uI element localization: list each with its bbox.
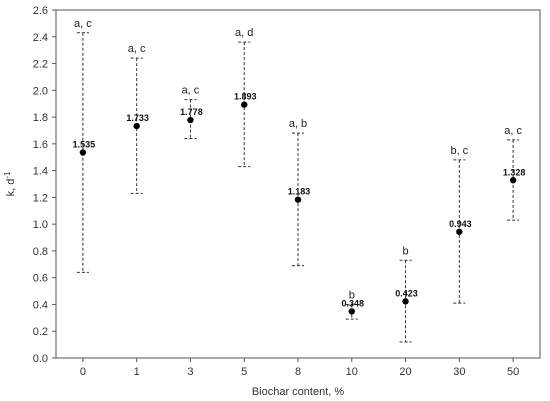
y-tick-label-8: 1.6 bbox=[33, 139, 48, 151]
data-labels: 1.535 a, c 1.733 a, c 1.778 a, c 1.893 a, d 1.18… bbox=[73, 18, 526, 309]
x-tick-label-8: 50 bbox=[507, 366, 519, 378]
data-point-8 bbox=[509, 177, 517, 184]
group-letter-2: a, c bbox=[182, 85, 200, 97]
group-letter-3: a, d bbox=[235, 27, 253, 39]
group-letter-4: a, b bbox=[289, 118, 307, 130]
group-letter-5: b bbox=[349, 289, 355, 301]
x-tick-label-4: 8 bbox=[295, 366, 301, 378]
data-point-0 bbox=[79, 149, 87, 156]
x-tick-label-5: 10 bbox=[346, 366, 358, 378]
value-label-3: 1.893 bbox=[234, 92, 257, 102]
value-label-6: 0.423 bbox=[395, 288, 418, 298]
y-axis: 0.0 0.2 0.4 0.6 0.8 1.0 1.2 1.4 1.6 1.8 2.0 2.2 2.4 2… bbox=[33, 5, 56, 365]
y-tick-label-5: 1.0 bbox=[33, 219, 48, 231]
y-axis-label: k, d-1 bbox=[3, 171, 17, 196]
y-tick-label-2: 0.4 bbox=[33, 299, 48, 311]
data-points bbox=[79, 101, 517, 315]
x-tick-label-1: 1 bbox=[134, 366, 140, 378]
value-label-0: 1.535 bbox=[73, 140, 96, 150]
y-tick-label-10: 2.0 bbox=[33, 85, 48, 97]
x-tick-label-2: 3 bbox=[187, 366, 193, 378]
data-point-3 bbox=[241, 101, 248, 108]
group-letter-0: a, c bbox=[74, 18, 92, 30]
y-axis-label-sup: -1 bbox=[3, 171, 12, 179]
y-tick-label-3: 0.6 bbox=[33, 273, 48, 285]
group-letter-6: b bbox=[402, 245, 408, 257]
value-label-4: 1.183 bbox=[288, 187, 311, 197]
y-tick-label-7: 1.4 bbox=[33, 166, 48, 178]
value-label-8: 1.328 bbox=[503, 167, 526, 177]
data-point-4 bbox=[294, 196, 302, 203]
x-axis: 0 1 3 5 8 10 20 30 50 bbox=[80, 358, 519, 378]
data-point-5 bbox=[348, 308, 355, 315]
data-point-6 bbox=[402, 298, 409, 305]
y-tick-label-9: 1.8 bbox=[33, 112, 48, 124]
y-tick-label-12: 2.4 bbox=[33, 32, 48, 44]
x-tick-label-0: 0 bbox=[80, 366, 86, 378]
data-point-1 bbox=[133, 122, 140, 130]
y-tick-label-1: 0.2 bbox=[33, 326, 48, 338]
x-tick-label-7: 30 bbox=[453, 366, 465, 378]
x-tick-label-3: 5 bbox=[241, 366, 247, 378]
group-letter-7: b, c bbox=[450, 145, 468, 157]
group-letter-8: a, c bbox=[504, 125, 522, 137]
x-axis-label: Biochar content, % bbox=[252, 386, 345, 398]
group-letter-1: a, c bbox=[128, 43, 146, 55]
data-point-2 bbox=[187, 116, 194, 124]
value-label-2: 1.778 bbox=[180, 107, 203, 117]
y-tick-label-6: 1.2 bbox=[33, 192, 48, 204]
x-tick-label-6: 20 bbox=[399, 366, 411, 378]
y-tick-label-11: 2.2 bbox=[33, 59, 48, 71]
y-tick-label-0: 0.0 bbox=[33, 353, 48, 365]
data-point-7 bbox=[456, 228, 463, 235]
value-label-7: 0.943 bbox=[449, 219, 472, 229]
y-tick-label-4: 0.8 bbox=[33, 246, 48, 258]
value-label-1: 1.733 bbox=[126, 113, 149, 123]
y-axis-label-main: k, d bbox=[5, 179, 17, 197]
y-tick-label-13: 2.6 bbox=[33, 5, 48, 17]
value-label-5: 0.348 bbox=[342, 298, 365, 308]
